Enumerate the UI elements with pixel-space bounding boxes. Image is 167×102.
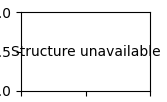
Text: Structure unavailable: Structure unavailable — [11, 44, 160, 59]
